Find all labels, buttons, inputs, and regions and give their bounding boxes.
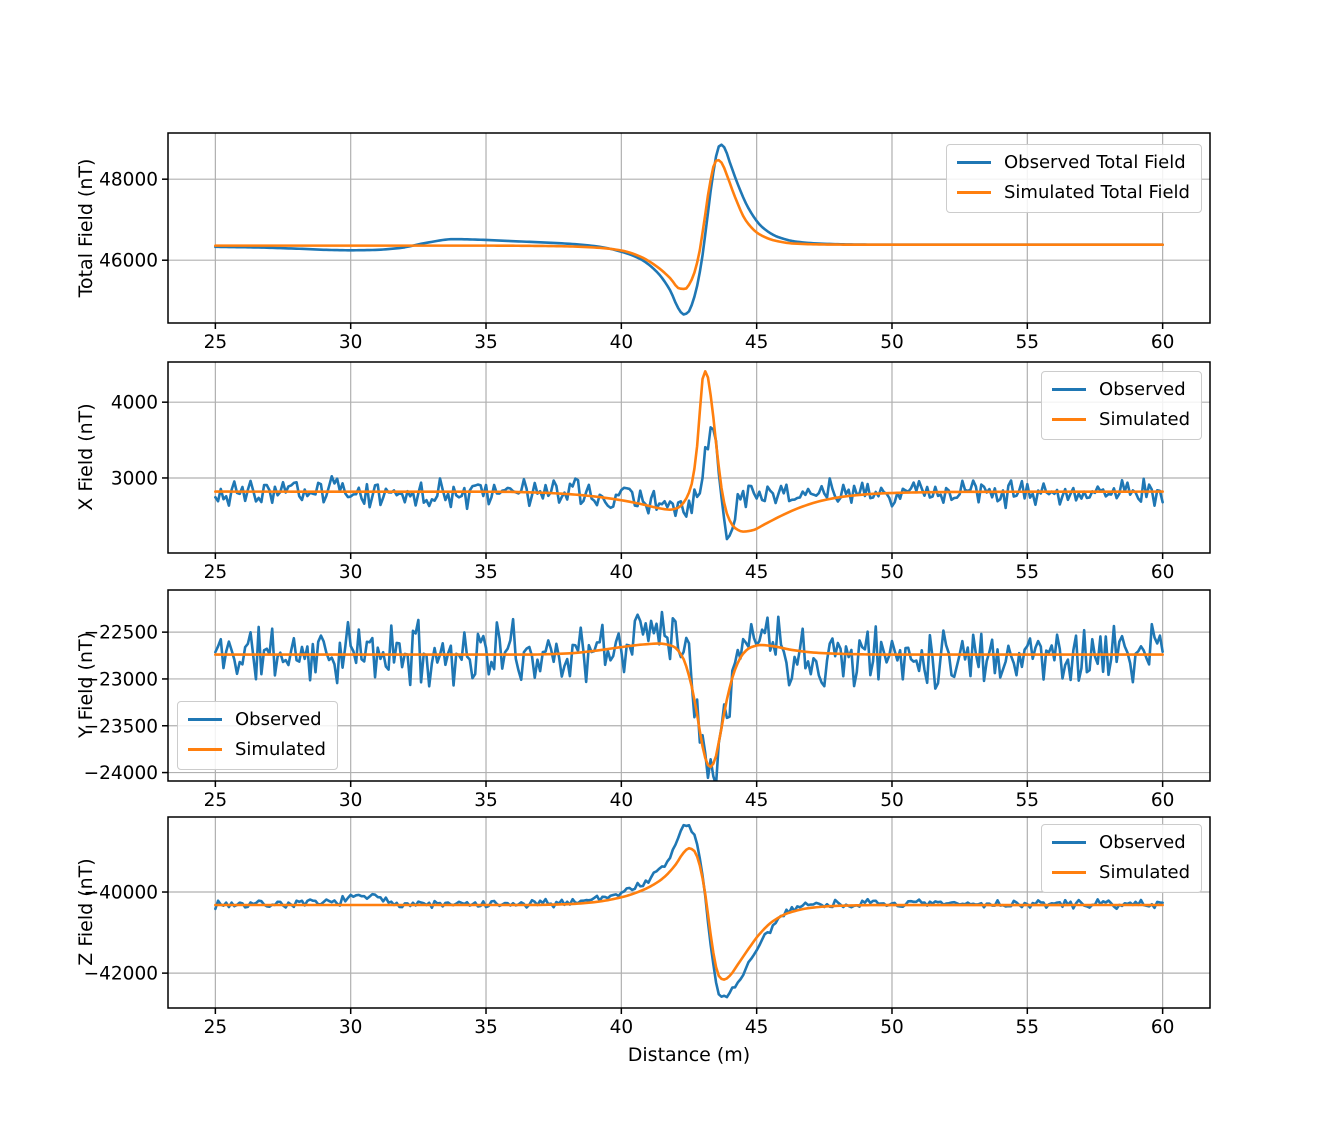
- legend-y-field: Observed Simulated: [177, 701, 338, 770]
- legend-label: Simulated: [1099, 408, 1190, 430]
- x-tick-label: 50: [880, 562, 904, 583]
- x-tick-label: 25: [204, 1017, 228, 1038]
- tick-labels: 25 30 35 40 45 50 55 60 3000 4000: [111, 393, 1175, 583]
- x-tick-label: 55: [1016, 1017, 1040, 1038]
- x-tick-label: 25: [204, 332, 228, 353]
- x-tick-label: 50: [880, 790, 904, 811]
- legend-label: Observed: [1099, 832, 1186, 853]
- y-tick-label: 3000: [111, 468, 158, 489]
- x-tick-label: 60: [1151, 790, 1175, 811]
- y-tick-label: −23500: [84, 716, 158, 737]
- x-tick-label: 25: [204, 562, 228, 583]
- x-tick-label: 45: [745, 562, 769, 583]
- panel-2: 25 30 35 40 45 50 55 60 −22500 −23000 −23500 −24000: [84, 589, 1211, 811]
- x-tick-label: 25: [204, 790, 228, 811]
- y-axis-label-z-field: Z Field (nT): [75, 858, 97, 966]
- series-observed: [214, 426, 1164, 541]
- legend-entry: Simulated: [1052, 408, 1190, 430]
- legend-entry: Simulated: [1052, 861, 1190, 883]
- legend-label: Observed Total Field: [1004, 152, 1186, 173]
- x-tick-label: 40: [610, 332, 634, 353]
- y-tick-label: −24000: [84, 763, 158, 784]
- y-axis-label-y-field: Y Field (nT): [75, 631, 97, 739]
- legend-z-field: Observed Simulated: [1041, 824, 1202, 893]
- legend-entry: Observed: [1052, 380, 1190, 400]
- y-tick-label: −23000: [84, 669, 158, 690]
- simulated-line-swatch: [1052, 871, 1087, 875]
- x-tick-label: 30: [339, 1017, 363, 1038]
- x-tick-label: 55: [1016, 562, 1040, 583]
- axes-border: [167, 589, 1211, 782]
- x-tick-label: 30: [339, 332, 363, 353]
- y-tick-label: −40000: [84, 883, 158, 904]
- simulated-line-swatch: [1052, 418, 1087, 422]
- tick-labels: 25 30 35 40 45 50 55 60 −40000 −42000: [84, 883, 1175, 1038]
- observed-line-swatch: [1052, 841, 1087, 845]
- y-axis-label-total-field: Total Field (nT): [75, 158, 97, 298]
- x-tick-label: 45: [745, 1017, 769, 1038]
- axes-border: [167, 132, 1211, 324]
- series-simulated-total-field: [214, 158, 1164, 291]
- series-observed: [214, 610, 1164, 781]
- legend-label: Observed: [1099, 379, 1186, 400]
- x-tick-label: 45: [745, 332, 769, 353]
- x-tick-label: 40: [610, 562, 634, 583]
- legend-label: Simulated: [235, 738, 326, 760]
- simulated-line-swatch: [188, 748, 222, 752]
- series-simulated: [214, 370, 1164, 533]
- legend-entry: Simulated Total Field: [957, 181, 1190, 203]
- x-tick-label: 50: [880, 1017, 904, 1038]
- observed-line-swatch: [1052, 388, 1087, 392]
- axes-border: [167, 361, 1211, 554]
- observed-line-swatch: [957, 161, 991, 165]
- tick-labels: 25 30 35 40 45 50 55 60 −22500 −23000 −23500 −24000: [84, 623, 1175, 811]
- y-tick-label: 4000: [111, 393, 158, 414]
- x-tick-label: 40: [610, 1017, 634, 1038]
- legend-label: Simulated: [1099, 861, 1190, 883]
- series-simulated: [214, 642, 1164, 769]
- x-tick-label: 40: [610, 790, 634, 811]
- x-tick-label: 60: [1151, 332, 1175, 353]
- tick-labels: 25 30 35 40 45 50 55 60 46000 48000: [99, 170, 1174, 353]
- x-tick-label: 35: [474, 332, 498, 353]
- legend-entry: Observed Total Field: [957, 153, 1190, 173]
- simulated-line-swatch: [957, 191, 991, 195]
- y-tick-label: −42000: [84, 964, 158, 985]
- series-simulated: [214, 846, 1164, 981]
- y-tick-label: −22500: [84, 623, 158, 644]
- gridlines: [168, 590, 1210, 781]
- x-tick-label: 35: [474, 1017, 498, 1038]
- x-tick-label: 60: [1151, 1017, 1175, 1038]
- observed-line-swatch: [188, 718, 222, 722]
- x-tick-label: 55: [1016, 332, 1040, 353]
- x-tick-label: 50: [880, 332, 904, 353]
- x-tick-label: 60: [1151, 562, 1175, 583]
- x-tick-label: 45: [745, 790, 769, 811]
- panel-1: 25 30 35 40 45 50 55 60 3000 4000: [111, 361, 1211, 583]
- legend-entry: Observed: [1052, 833, 1190, 853]
- y-tick-label: 48000: [99, 170, 158, 191]
- panel-3: 25 30 35 40 45 50 55 60 −40000 −42000: [84, 816, 1211, 1038]
- x-tick-label: 55: [1016, 790, 1040, 811]
- series-observed: [214, 823, 1164, 999]
- legend-label: Observed: [235, 709, 322, 730]
- x-tick-label: 35: [474, 562, 498, 583]
- x-axis-label: Distance (m): [627, 1044, 751, 1066]
- gridlines: [168, 362, 1210, 553]
- x-tick-label: 35: [474, 790, 498, 811]
- y-axis-label-x-field: X Field (nT): [75, 403, 97, 511]
- legend-total-field: Observed Total Field Simulated Total Fie…: [946, 144, 1202, 213]
- legend-x-field: Observed Simulated: [1041, 371, 1202, 440]
- y-tick-label: 46000: [99, 251, 158, 272]
- x-tick-label: 30: [339, 790, 363, 811]
- panel-0: 25 30 35 40 45 50 55 60 46000 48000: [99, 132, 1211, 353]
- axes-border: [167, 816, 1211, 1009]
- legend-entry: Observed: [188, 710, 326, 730]
- legend-label: Simulated Total Field: [1004, 181, 1190, 203]
- x-tick-label: 30: [339, 562, 363, 583]
- legend-entry: Simulated: [188, 738, 326, 760]
